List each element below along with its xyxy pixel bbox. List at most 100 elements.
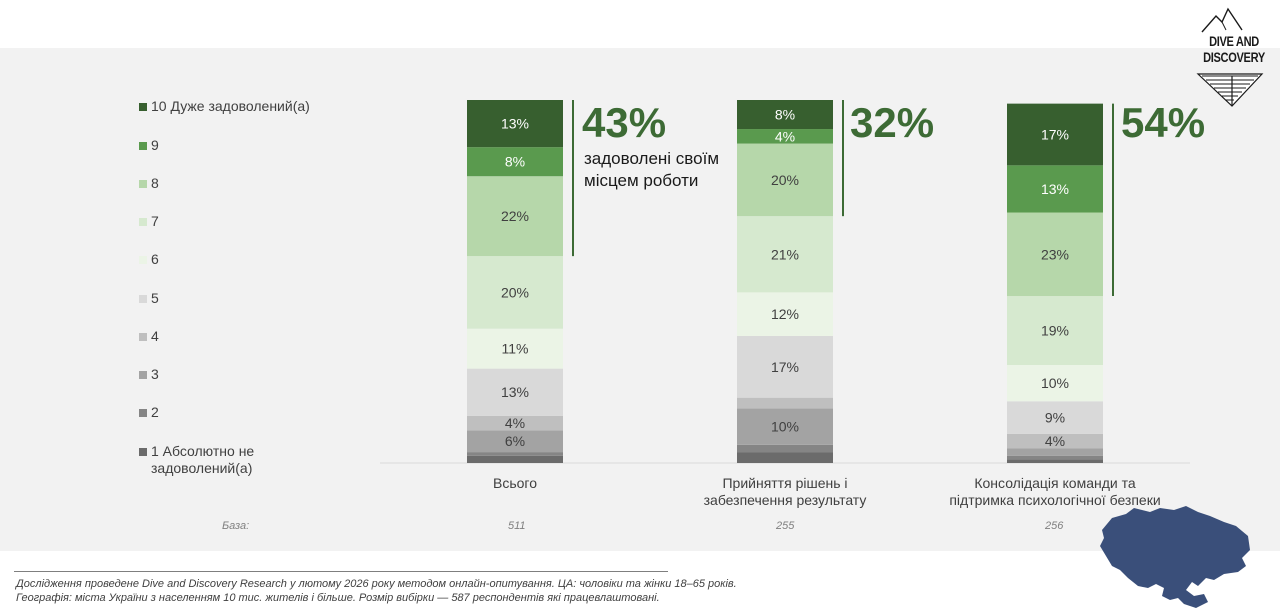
- category-label-line: Консолідація команди та: [974, 475, 1136, 491]
- legend-label: 1 Абсолютно не задоволений(а): [151, 443, 255, 476]
- category-label-decisions: Прийняття рішень і забезпечення результа…: [665, 475, 905, 509]
- legend-swatch: [139, 218, 147, 226]
- bar-data-label: 11%: [502, 341, 529, 357]
- bar-segment: [1007, 401, 1103, 434]
- bar-data-label: 19%: [1041, 323, 1069, 339]
- bar-segment: [737, 100, 833, 130]
- footnote-line-2: Географія: міста України з населенням 10…: [16, 592, 660, 604]
- legend-item-10: 10 Дуже задоволений(а): [137, 98, 377, 118]
- bar-data-label: 17%: [1041, 126, 1069, 142]
- bar-segment: [467, 256, 563, 329]
- bar-segment: [737, 408, 833, 445]
- legend-swatch: [139, 333, 147, 341]
- legend-item-1: 1 Абсолютно не задоволений(а): [137, 443, 377, 483]
- bar-segment: [737, 143, 833, 217]
- bar-data-label: 4%: [1045, 433, 1065, 449]
- legend-label: 2: [151, 404, 159, 420]
- bar-segment: [1007, 433, 1103, 449]
- category-label-line: забезпечення результату: [703, 492, 867, 508]
- legend-item-6: 6: [137, 251, 377, 271]
- bar-data-label: 13%: [1041, 181, 1069, 197]
- bar-data-label: 6%: [505, 433, 525, 449]
- legend-label: 9: [151, 137, 159, 153]
- bar-segment: [467, 430, 563, 453]
- bar-segment: [467, 452, 563, 456]
- bar-data-label: 23%: [1041, 246, 1069, 262]
- bar-segment: [1007, 165, 1103, 213]
- bar-segment: [467, 415, 563, 431]
- bar-segment: [737, 397, 833, 409]
- legend-item-9: 9: [137, 137, 377, 157]
- top-box-total-team: 54%: [1121, 99, 1206, 146]
- legend-label: 3: [151, 366, 159, 382]
- bar-data-label: 10%: [1041, 375, 1069, 391]
- bar-segment: [1007, 448, 1103, 456]
- legend-item-3: 3: [137, 366, 377, 386]
- bar-segment: [1007, 296, 1103, 365]
- bar-data-label: 8%: [505, 154, 525, 170]
- legend-swatch: [139, 409, 147, 417]
- legend-swatch: [139, 448, 147, 456]
- mountain-logo-icon: [1196, 7, 1264, 107]
- logo-line-1: DIVE AND: [1209, 34, 1259, 49]
- legend-swatch: [139, 180, 147, 188]
- bar-data-label: 22%: [501, 208, 529, 224]
- bar-segment: [467, 176, 563, 257]
- bar-data-label: 8%: [775, 107, 795, 123]
- bar-data-label: 4%: [505, 415, 525, 431]
- base-value-team: 256: [1045, 520, 1064, 532]
- bar-segment: [467, 147, 563, 177]
- legend-item-4: 4: [137, 328, 377, 348]
- logo-line-2: DISCOVERY: [1203, 50, 1265, 65]
- bar-segment: [1007, 455, 1103, 460]
- legend-label: 6: [151, 251, 159, 267]
- bar-segment: [1007, 103, 1103, 166]
- category-label-total: Всього: [492, 475, 537, 491]
- legend-label: 5: [151, 290, 159, 306]
- brand-logo: DIVE AND DISCOVERY: [1192, 6, 1276, 108]
- legend-item-8: 8: [137, 175, 377, 195]
- legend-swatch: [139, 103, 147, 111]
- legend-label: 7: [151, 213, 159, 229]
- bar-data-label: 4%: [775, 128, 795, 144]
- footnote-line-1: Дослідження проведене Dive and Discovery…: [16, 578, 737, 590]
- bar-data-label: 17%: [771, 359, 799, 375]
- bar-segment: [467, 455, 563, 463]
- legend-item-7: 7: [137, 213, 377, 233]
- bar-segment: [1007, 212, 1103, 297]
- footnote-divider: [14, 571, 668, 572]
- bar-segment: [467, 328, 563, 369]
- bar-segment: [737, 444, 833, 453]
- legend-label: 4: [151, 328, 159, 344]
- bar-segment: [737, 335, 833, 398]
- bar-data-label: 10%: [771, 419, 799, 435]
- base-label: База:: [222, 520, 250, 532]
- bar-segment: [737, 452, 833, 463]
- bar-data-label: 12%: [771, 306, 799, 322]
- legend-swatch: [139, 295, 147, 303]
- bar-data-label: 13%: [501, 384, 529, 400]
- top-box-total-all: 43%: [582, 99, 667, 146]
- ukraine-map-icon: [1100, 506, 1250, 608]
- bar-segment: [1007, 364, 1103, 402]
- base-value-total: 511: [508, 520, 526, 532]
- legend-item-2: 2: [137, 404, 377, 424]
- legend-swatch: [139, 256, 147, 264]
- category-label-line: підтримка психологічної безпеки: [949, 492, 1161, 508]
- legend-item-5: 5: [137, 290, 377, 310]
- top-box-note: задоволені своїм місцем роботи: [584, 149, 720, 190]
- legend-label: 10 Дуже задоволений(а): [151, 98, 310, 114]
- bar-data-label: 9%: [1045, 410, 1065, 426]
- bar-segment: [467, 368, 563, 416]
- legend-swatch: [139, 371, 147, 379]
- top-box-total-decisions: 32%: [850, 99, 935, 146]
- bar-segment: [737, 216, 833, 293]
- category-label-team: Консолідація команди та підтримка психол…: [925, 475, 1185, 509]
- bar-segment: [467, 100, 563, 148]
- category-label-line: Прийняття рішень і: [722, 475, 848, 491]
- bar-data-label: 21%: [771, 246, 799, 262]
- bar-data-label: 20%: [501, 284, 529, 300]
- legend-label: 8: [151, 175, 159, 191]
- base-value-decisions: 255: [776, 520, 795, 532]
